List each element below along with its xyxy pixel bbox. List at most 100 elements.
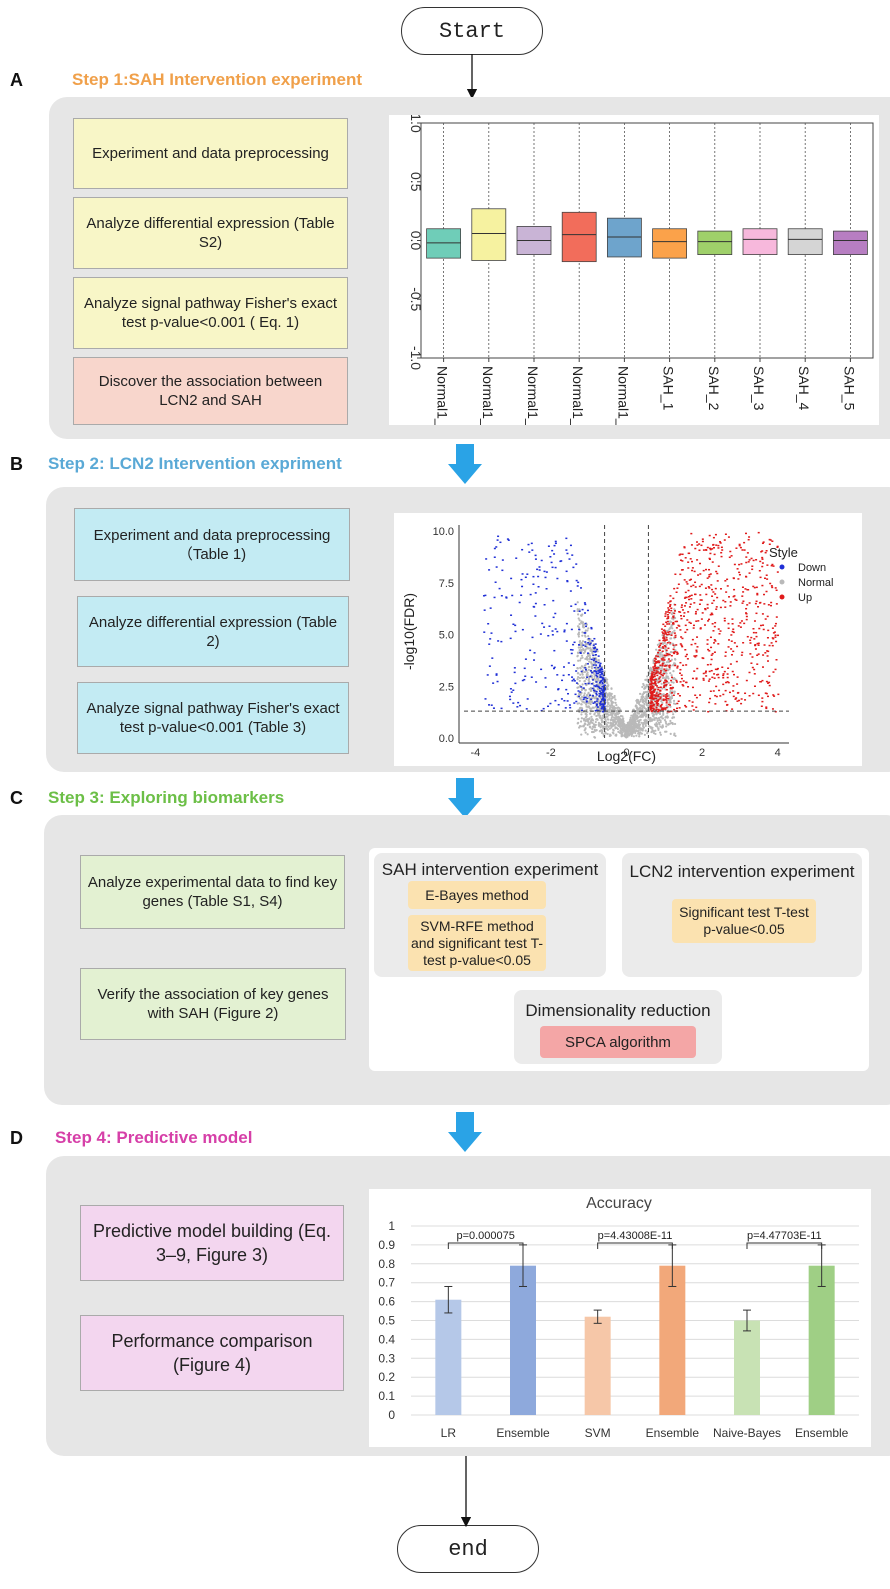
point-normal [579,667,582,670]
point-normal [618,707,621,710]
point-normal [667,723,670,726]
point-down [599,702,602,704]
point-up [681,684,684,686]
point-down [553,649,556,652]
point-down [584,641,587,643]
spca-algorithm-tag: SPCA algorithm [540,1026,696,1058]
point-down [540,668,543,671]
point-up [688,606,691,608]
point-normal [580,713,583,716]
point-up [649,706,652,708]
point-normal [590,701,593,704]
point-normal [579,673,582,676]
point-down [601,673,604,675]
point-normal [641,685,644,689]
point-normal [637,731,640,734]
point-up [711,595,714,597]
point-up [748,572,751,574]
point-down [602,691,605,693]
point-up [673,610,676,612]
point-down [570,628,573,631]
point-up [746,588,749,591]
point-down [545,588,548,590]
point-normal [636,716,639,719]
point-normal [606,728,609,731]
point-up [727,627,730,630]
point-up [764,551,767,554]
point-up [668,653,671,656]
point-normal [586,629,589,632]
point-up [653,673,656,676]
point-down [595,690,598,693]
point-normal [654,732,657,736]
point-up [760,551,763,553]
point-normal [590,715,593,718]
point-down [552,599,555,602]
point-up [673,587,676,590]
step-a-box-1: Experiment and data preprocessing [73,118,348,189]
point-normal [613,708,616,712]
point-up [713,625,716,628]
dim-reduction-heading: Dimensionality reduction [525,1001,711,1020]
y-axis-label: -log10(FDR) [401,593,417,670]
point-up [706,603,709,606]
point-up [711,676,714,679]
point-up [741,586,744,589]
point-normal [641,729,644,732]
point-up [732,628,735,630]
point-up [757,606,760,608]
point-up [684,557,687,559]
point-up [696,646,699,648]
point-up [653,691,656,693]
point-down [482,595,485,597]
point-up [766,615,769,618]
point-normal [659,733,662,736]
point-up [726,585,729,587]
point-down [536,568,539,571]
point-up [677,693,680,695]
point-down [599,674,602,676]
point-normal [644,701,647,704]
point-down [553,666,556,669]
point-normal [614,712,617,715]
point-up [771,708,774,710]
point-up [736,645,739,648]
point-down [520,578,523,581]
point-down [552,616,555,619]
point-up [705,675,708,677]
point-normal [661,701,664,705]
point-up [659,698,662,700]
point-normal [587,627,590,630]
point-down [592,650,595,653]
point-normal [609,718,612,722]
point-normal [606,712,609,715]
point-normal [653,717,656,720]
point-down [597,672,600,675]
point-up [671,676,674,679]
point-up [752,559,755,562]
point-up [706,663,709,666]
point-up [708,650,711,652]
point-up [732,685,735,687]
point-down [600,699,603,701]
point-up [759,560,762,563]
point-up [665,621,668,624]
point-up [697,574,700,576]
point-down [488,665,491,667]
point-up [662,635,665,637]
point-normal [625,732,629,736]
significance-bracket [597,1242,673,1250]
point-down [490,632,493,634]
point-normal [647,725,651,728]
point-up [762,541,765,543]
point-up [759,601,762,604]
point-up [775,658,778,661]
point-up [649,707,652,710]
point-up [660,628,663,630]
point-up [658,678,661,680]
point-up [752,627,755,630]
point-up [651,687,654,689]
point-normal [671,722,674,726]
point-up [756,642,759,645]
step-a-box-3: Analyze signal pathway Fisher's exact te… [73,277,348,349]
